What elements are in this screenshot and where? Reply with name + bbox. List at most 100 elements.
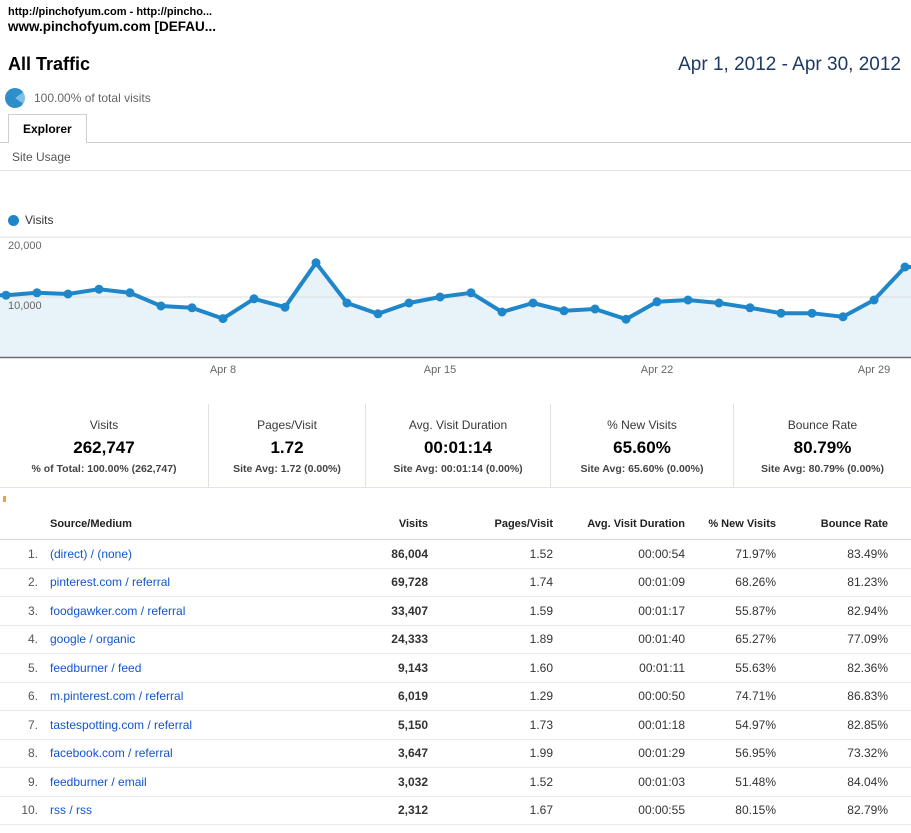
cell-pages-visit: 1.74 (529, 575, 553, 590)
segment-row: 100.00% of total visits (5, 88, 151, 108)
chart-legend[interactable]: Visits (8, 213, 53, 227)
table-row: 1. (direct) / (none) 86,004 1.52 00:00:5… (0, 540, 911, 569)
cell-avg-duration: 00:01:18 (638, 717, 685, 732)
row-rank: 5. (27, 660, 38, 675)
cell-bounce-rate: 82.85% (847, 717, 888, 732)
source-link[interactable]: google / organic (50, 632, 136, 647)
cell-visits: 3,032 (397, 774, 428, 789)
cell-visits: 2,312 (397, 803, 428, 818)
row-rank: 10. (21, 803, 38, 818)
source-link[interactable]: pinterest.com / referral (50, 575, 171, 590)
date-range-selector[interactable]: Apr 1, 2012 - Apr 30, 2012 (678, 54, 901, 75)
svg-text:Apr 15: Apr 15 (424, 364, 456, 376)
metric-subtext: Site Avg: 65.60% (0.00%) (580, 463, 704, 475)
cell-new-visits: 71.97% (735, 546, 776, 561)
metric-subtext: Site Avg: 80.79% (0.00%) (761, 463, 884, 475)
svg-text:10,000: 10,000 (8, 300, 42, 312)
report-header: All Traffic Apr 1, 2012 - Apr 30, 2012 (8, 54, 901, 76)
cell-pages-visit: 1.52 (529, 546, 553, 561)
svg-text:Apr 8: Apr 8 (210, 364, 236, 376)
cell-bounce-rate: 82.94% (847, 603, 888, 618)
svg-text:20,000: 20,000 (8, 240, 42, 252)
metrics-divider (0, 487, 911, 488)
metric-label: Bounce Rate (787, 418, 858, 432)
screenshot-artifact (3, 496, 6, 502)
col-header-bounce-rate[interactable]: Bounce Rate (820, 518, 888, 530)
cell-bounce-rate: 81.23% (847, 575, 888, 590)
table-row: 10. rss / rss 2,312 1.67 00:00:55 80.15%… (0, 797, 911, 825)
source-link[interactable]: foodgawker.com / referral (50, 603, 186, 618)
cell-bounce-rate: 82.36% (847, 660, 888, 675)
cell-pages-visit: 1.73 (529, 717, 553, 732)
legend-series-label: Visits (25, 213, 54, 227)
col-header-source-medium[interactable]: Source/Medium (50, 518, 132, 530)
cell-pages-visit: 1.89 (529, 632, 553, 647)
cell-new-visits: 74.71% (735, 689, 776, 704)
cell-visits: 86,004 (391, 546, 428, 561)
legend-dot-icon (8, 214, 19, 226)
cell-pages-visit: 1.99 (529, 746, 553, 761)
svg-text:Apr 22: Apr 22 (641, 364, 673, 376)
source-link[interactable]: tastespotting.com / referral (50, 717, 193, 732)
cell-bounce-rate: 84.04% (847, 774, 888, 789)
cell-new-visits: 51.48% (735, 774, 776, 789)
source-link[interactable]: m.pinterest.com / referral (50, 689, 184, 704)
cell-pages-visit: 1.52 (529, 774, 553, 789)
cell-visits: 9,143 (397, 660, 428, 675)
cell-avg-duration: 00:00:54 (638, 546, 685, 561)
sources-table: Source/Medium Visits Pages/Visit Avg. Vi… (0, 500, 911, 825)
col-header-pages-visit[interactable]: Pages/Visit (494, 518, 554, 530)
table-row: 2. pinterest.com / referral 69,728 1.74 … (0, 569, 911, 597)
cell-new-visits: 80.15% (735, 803, 776, 818)
metric-visits: Visits 262,747 % of Total: 100.00% (262,… (0, 404, 208, 487)
cell-visits: 5,150 (397, 717, 428, 732)
metric-pages-visit: Pages/Visit 1.72 Site Avg: 1.72 (0.00%) (208, 404, 365, 487)
svg-text:Apr 29: Apr 29 (858, 364, 890, 376)
subtab-divider (0, 170, 911, 171)
metric-avg-duration: Avg. Visit Duration 00:01:14 Site Avg: 0… (365, 404, 550, 487)
cell-avg-duration: 00:01:29 (638, 746, 685, 761)
cell-avg-duration: 00:01:11 (639, 660, 685, 675)
cell-new-visits: 56.95% (735, 746, 776, 761)
cell-new-visits: 65.27% (735, 632, 776, 647)
row-rank: 4. (27, 632, 38, 647)
table-row: 9. feedburner / email 3,032 1.52 00:01:0… (0, 768, 911, 797)
cell-bounce-rate: 86.83% (847, 689, 888, 704)
col-header-avg-duration[interactable]: Avg. Visit Duration (587, 518, 685, 530)
metric-value: 00:01:14 (423, 438, 493, 457)
cell-new-visits: 55.87% (735, 603, 776, 618)
cell-bounce-rate: 82.79% (847, 803, 888, 818)
source-link[interactable]: feedburner / feed (50, 660, 142, 675)
metric-subtext: Site Avg: 00:01:14 (0.00%) (393, 463, 523, 475)
source-link[interactable]: (direct) / (none) (50, 546, 133, 561)
source-link[interactable]: rss / rss (50, 803, 92, 818)
source-link[interactable]: feedburner / email (50, 774, 147, 789)
subtab-site-usage[interactable]: Site Usage (12, 150, 71, 164)
metric-value: 1.72 (270, 438, 304, 457)
metric-label: Avg. Visit Duration (408, 418, 508, 432)
metric-label: Pages/Visit (257, 418, 317, 432)
cell-avg-duration: 00:00:55 (638, 803, 685, 818)
col-header-visits[interactable]: Visits (398, 518, 428, 530)
tab-explorer[interactable]: Explorer (8, 114, 87, 143)
metric-subtext: % of Total: 100.00% (262,747) (31, 463, 177, 475)
source-link[interactable]: facebook.com / referral (50, 746, 173, 761)
col-header-new-visits[interactable]: % New Visits (708, 518, 776, 530)
cell-new-visits: 54.97% (735, 717, 776, 732)
visits-chart: 20,000 10,000 Apr 8 Apr 15 Apr 22 Apr 29 (0, 236, 911, 376)
metric-subtext: Site Avg: 1.72 (0.00%) (233, 463, 341, 475)
row-rank: 9. (27, 774, 38, 789)
metric-new-visits: % New Visits 65.60% Site Avg: 65.60% (0.… (550, 404, 733, 487)
row-rank: 6. (27, 689, 38, 704)
metric-label: Visits (89, 418, 119, 432)
metric-value: 262,747 (73, 438, 135, 457)
cell-new-visits: 68.26% (735, 575, 776, 590)
metric-label: % New Visits (607, 418, 677, 432)
cell-pages-visit: 1.60 (529, 660, 553, 675)
metric-bounce-rate: Bounce Rate 80.79% Site Avg: 80.79% (0.0… (733, 404, 911, 487)
row-rank: 3. (27, 603, 38, 618)
cell-visits: 6,019 (397, 689, 428, 704)
cell-avg-duration: 00:01:40 (638, 632, 685, 647)
cell-visits: 33,407 (391, 603, 428, 618)
